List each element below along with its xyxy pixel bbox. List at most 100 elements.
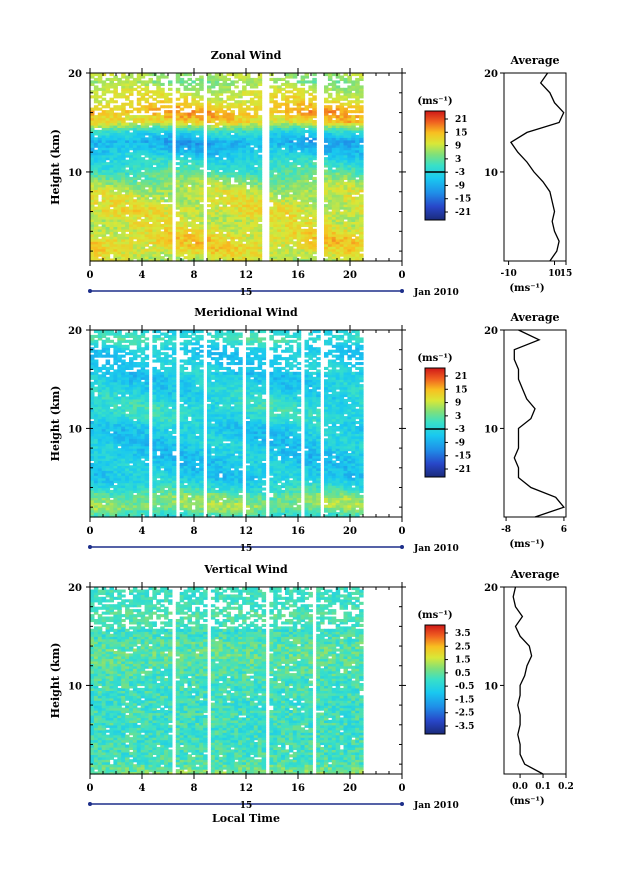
- heatmap-cell: [269, 211, 274, 215]
- heatmap-cell: [90, 349, 95, 353]
- heatmap-cell: [343, 238, 348, 242]
- heatmap-cell: [160, 73, 165, 77]
- heatmap-cell: [242, 181, 247, 185]
- heatmap-cell: [90, 223, 95, 227]
- heatmap-cell: [253, 127, 259, 131]
- heatmap-cell: [144, 176, 150, 180]
- heatmap-cell: [93, 122, 99, 126]
- heatmap-cell: [347, 129, 352, 133]
- heatmap-cell: [187, 211, 192, 215]
- heatmap-cell: [101, 499, 107, 503]
- heatmap-cell: [253, 90, 259, 94]
- heatmap-cell: [168, 174, 173, 178]
- heatmap-cell: [292, 169, 298, 173]
- heatmap-cell: [168, 216, 173, 220]
- heatmap-cell: [113, 75, 118, 79]
- heatmap-cell: [132, 181, 138, 185]
- heatmap-cell: [222, 179, 228, 183]
- heatmap-cell: [234, 162, 239, 166]
- heatmap-cell: [327, 122, 333, 126]
- heatmap-cell: [234, 167, 239, 171]
- heatmap-cell: [125, 196, 130, 200]
- heatmap-cell: [343, 115, 348, 119]
- heatmap-cell: [132, 214, 138, 218]
- heatmap-cell: [207, 132, 212, 136]
- heatmap-cell: [308, 176, 313, 180]
- heatmap-cell: [234, 152, 239, 156]
- heatmap-cell: [242, 223, 247, 227]
- heatmap-cell: [269, 124, 274, 128]
- heatmap-cell: [113, 159, 118, 163]
- heatmap-cell: [359, 157, 364, 161]
- heatmap-cell: [113, 512, 118, 516]
- heatmap-cell: [359, 189, 364, 193]
- heatmap-cell: [187, 176, 192, 180]
- heatmap-cell: [335, 97, 341, 101]
- heatmap-cell: [191, 102, 196, 106]
- heatmap-cell: [242, 75, 247, 79]
- heatmap-cell: [292, 191, 298, 195]
- heatmap-cell: [222, 75, 228, 79]
- heatmap-cell: [113, 214, 118, 218]
- heatmap-cell: [273, 137, 278, 141]
- heatmap-cell: [113, 398, 118, 402]
- heatmap-cell: [97, 80, 103, 84]
- heatmap-cell: [183, 142, 189, 146]
- heatmap-cell: [359, 75, 364, 79]
- heatmap-cell: [308, 243, 313, 247]
- heatmap-cell: [339, 77, 345, 81]
- heatmap-cell: [292, 248, 298, 252]
- heatmap-cell: [144, 110, 150, 114]
- heatmap-cell: [218, 157, 224, 161]
- heatmap-cell: [148, 164, 153, 168]
- heatmap-cell: [156, 251, 161, 255]
- heatmap-cell: [218, 253, 224, 257]
- heatmap-cell: [253, 209, 259, 213]
- heatmap-cell: [90, 394, 95, 398]
- heatmap-cell: [129, 159, 134, 163]
- heatmap-cell: [129, 206, 134, 210]
- heatmap-cell: [105, 339, 111, 343]
- heatmap-cell: [105, 401, 111, 405]
- heatmap-cell: [160, 211, 165, 215]
- heatmap-cell: [117, 226, 122, 230]
- heatmap-cell: [187, 238, 192, 242]
- heatmap-cell: [300, 238, 306, 242]
- heatmap-cell: [90, 504, 95, 508]
- heatmap-cell: [207, 124, 212, 128]
- heatmap-cell: [312, 73, 317, 77]
- heatmap-cell: [125, 258, 130, 262]
- heatmap-cell: [105, 430, 111, 434]
- heatmap-cell: [179, 147, 185, 151]
- heatmap-cell: [97, 435, 103, 439]
- heatmap-cell: [218, 100, 224, 104]
- heatmap-cell: [273, 164, 278, 168]
- heatmap-cell: [214, 174, 220, 178]
- heatmap-cell: [152, 92, 157, 96]
- heatmap-cell: [285, 100, 290, 104]
- heatmap-cell: [101, 204, 107, 208]
- heatmap-cell: [207, 256, 212, 260]
- heatmap-cell: [148, 204, 153, 208]
- heatmap-cell: [277, 204, 282, 208]
- heatmap-cell: [97, 258, 103, 262]
- heatmap-cell: [257, 248, 263, 252]
- heatmap-cell: [117, 349, 122, 353]
- heatmap-cell: [246, 142, 251, 146]
- heatmap-cell: [199, 77, 204, 81]
- heatmap-cell: [132, 231, 138, 235]
- heatmap-cell: [222, 218, 228, 222]
- heatmap-cell: [109, 396, 114, 400]
- heatmap-cell: [144, 142, 150, 146]
- heatmap-cell: [312, 223, 317, 227]
- heatmap-cell: [210, 221, 216, 225]
- heatmap-cell: [191, 181, 196, 185]
- heatmap-cell: [113, 154, 118, 158]
- heatmap-cell: [359, 231, 364, 235]
- heatmap-cell: [304, 152, 309, 156]
- heatmap-cell: [191, 164, 196, 168]
- heatmap-cell: [246, 80, 251, 84]
- heatmap-cell: [343, 169, 348, 173]
- heatmap-cell: [359, 164, 364, 168]
- heatmap-cell: [312, 120, 317, 124]
